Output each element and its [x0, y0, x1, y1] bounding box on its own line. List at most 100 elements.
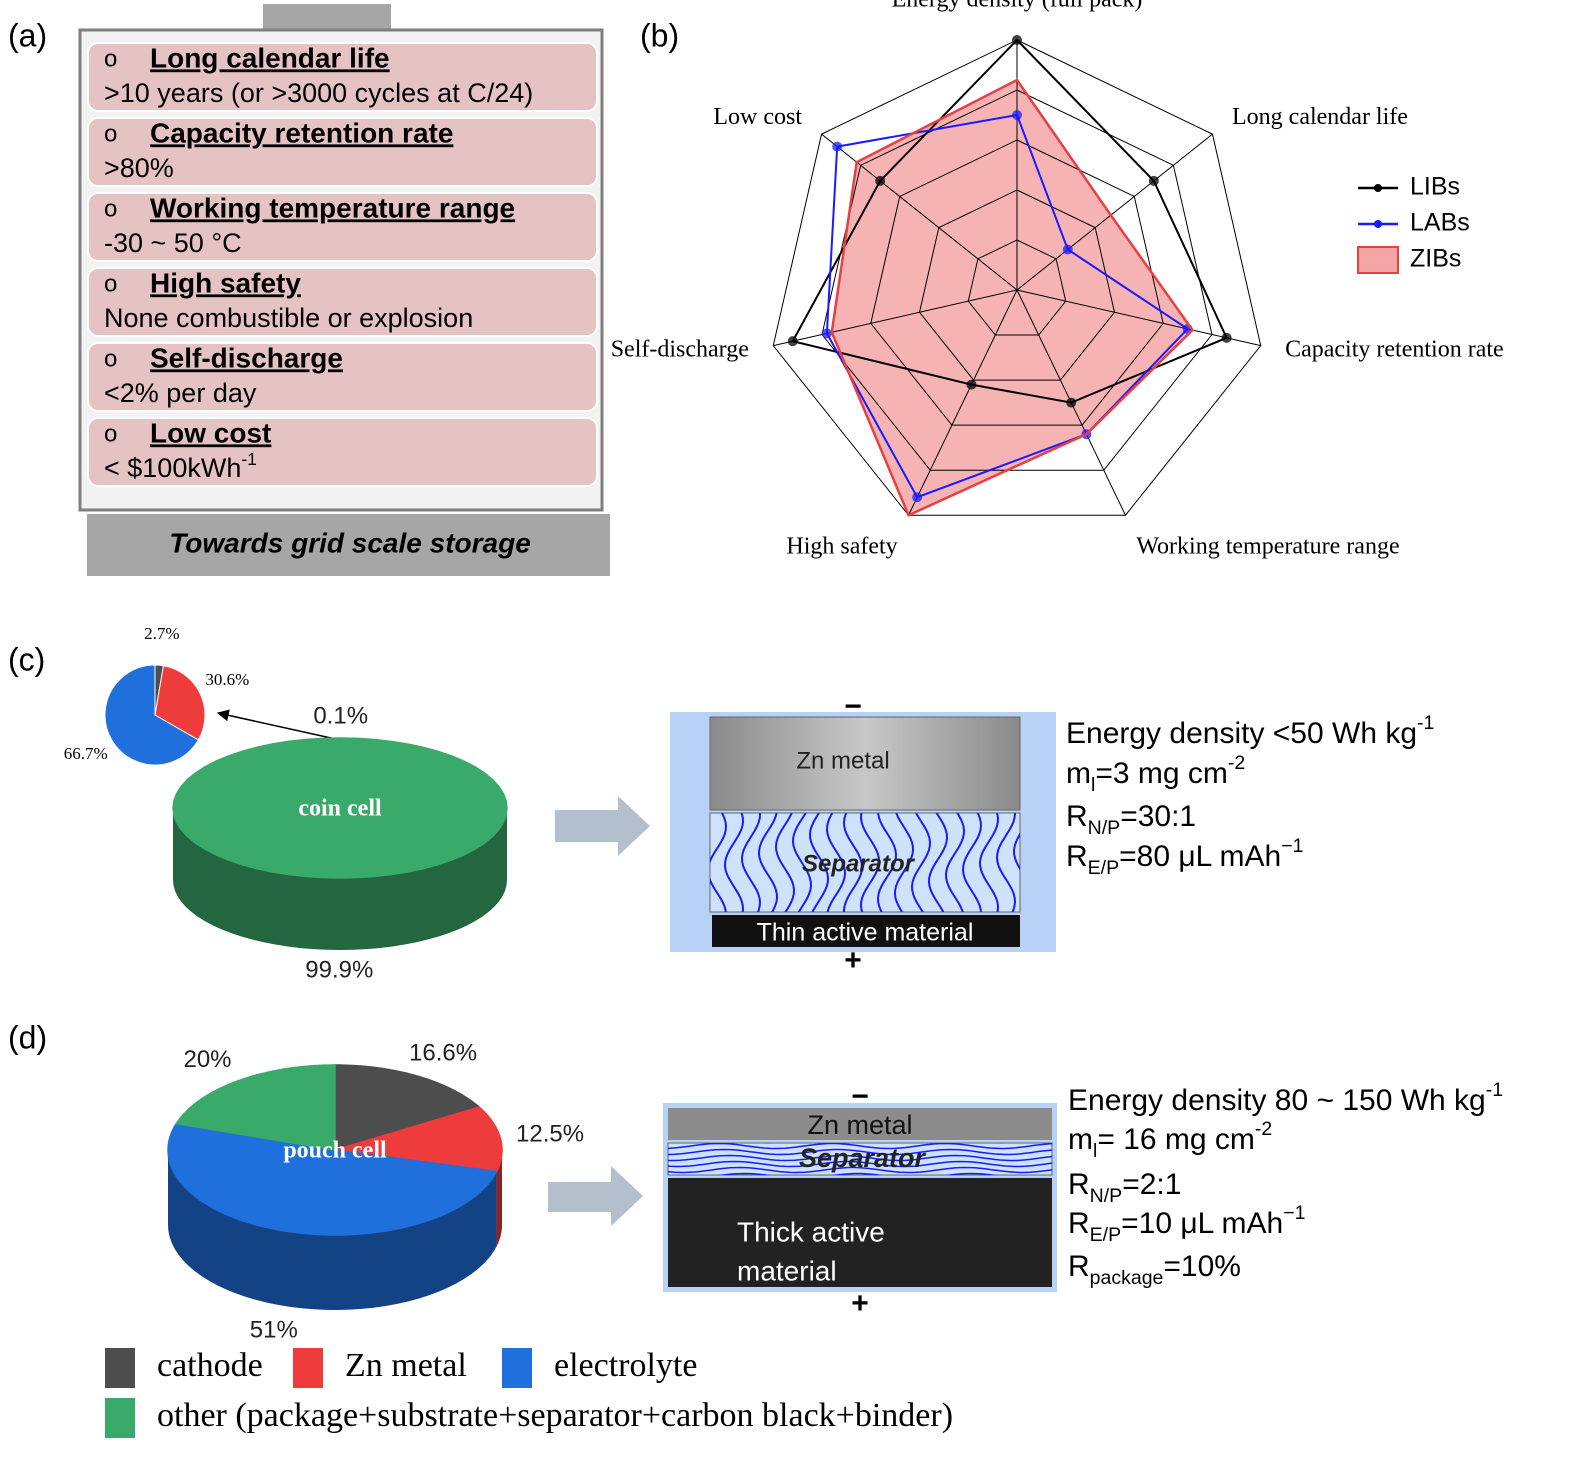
bullet: o	[104, 345, 117, 372]
wave	[859, 813, 881, 912]
marker	[966, 379, 977, 390]
supscript: -1	[241, 449, 257, 469]
slice	[154, 665, 206, 741]
wave	[842, 813, 864, 912]
panel-label: (d)	[8, 1019, 47, 1055]
requirement-heading: Long calendar life	[150, 42, 390, 73]
bullet: o	[104, 195, 117, 222]
legend-swatch	[105, 1348, 135, 1388]
supscript: -2	[1255, 1118, 1272, 1140]
footer-label: Towards grid scale storage	[169, 527, 531, 558]
separator-texture	[710, 813, 1020, 912]
legend-swatch	[105, 1398, 135, 1438]
cathode-layer	[712, 915, 1020, 947]
wave	[944, 813, 966, 912]
spec-line: ml=3 mg cm-2	[1066, 752, 1245, 796]
requirement-text: None combustible or explosion	[104, 303, 473, 333]
marker	[832, 141, 843, 152]
wave	[774, 813, 796, 912]
legend-marker	[1374, 184, 1382, 192]
supscript: −1	[1283, 1202, 1305, 1224]
cathode-label: Thin active material	[757, 919, 974, 947]
requirement-card	[87, 267, 598, 337]
legend-label: electrolyte	[554, 1347, 697, 1384]
marker	[1148, 175, 1159, 186]
value-label: 51%	[250, 1316, 298, 1343]
series-line	[830, 78, 1195, 517]
wave	[668, 1166, 1052, 1174]
marker	[1062, 244, 1073, 255]
slice	[174, 1064, 336, 1151]
text-run: =2:1	[1122, 1168, 1181, 1201]
value-label: 99.9%	[305, 956, 373, 983]
separator-label: Separator	[799, 1143, 927, 1173]
value-label: 66.7%	[64, 744, 108, 763]
value-label: 2.7%	[144, 624, 179, 643]
subscript: E/P	[1088, 857, 1119, 879]
wave	[791, 813, 813, 912]
subscript: l	[1093, 1140, 1097, 1162]
wave	[668, 1154, 1052, 1162]
pointer-arrow	[216, 709, 341, 741]
panel-label: (c)	[8, 641, 45, 677]
wave	[876, 813, 898, 912]
marker	[821, 328, 832, 339]
terminal-positive: +	[844, 944, 862, 977]
legend-swatch	[502, 1348, 532, 1388]
axis-label: Self-discharge	[611, 337, 749, 363]
cathode-label: material	[737, 1255, 837, 1286]
text-run: = 16 mg cm	[1097, 1123, 1255, 1156]
legend-label: Zn metal	[345, 1347, 467, 1384]
bullet: o	[104, 45, 117, 72]
axis-label: Low cost	[713, 104, 802, 130]
text-run: m	[1066, 757, 1091, 790]
text-run: >80%	[104, 153, 174, 183]
grid-ring	[918, 189, 1116, 381]
subscript: l	[1091, 774, 1095, 796]
wave	[757, 813, 779, 912]
spoke	[773, 289, 1018, 347]
wave	[668, 1148, 1052, 1156]
grid-ring	[870, 139, 1164, 426]
grid-ring	[821, 89, 1213, 471]
axis-label: Capacity retention rate	[1285, 337, 1504, 363]
slice	[334, 1064, 481, 1152]
requirement-card	[87, 117, 598, 187]
terminal-negative: −	[844, 690, 862, 723]
pie-label: pouch cell	[283, 1138, 387, 1164]
text-run: =10 μL mAh	[1121, 1207, 1283, 1240]
marker	[1221, 332, 1232, 343]
axis-label: High safety	[786, 533, 897, 559]
text-run: >10 years (or >3000 cycles at C/24)	[104, 78, 533, 108]
bullet: o	[104, 120, 117, 147]
zn-layer	[668, 1108, 1052, 1140]
series-line	[825, 113, 1190, 499]
area	[831, 80, 1193, 516]
requirement-heading: Capacity retention rate	[150, 117, 453, 148]
supscript: −1	[1281, 835, 1303, 857]
spec-line: RN/P=30:1	[1066, 800, 1196, 839]
requirement-card	[87, 342, 598, 412]
marker	[1012, 35, 1022, 45]
zn-layer	[709, 716, 1021, 811]
pie-label: coin cell	[298, 796, 382, 822]
wave	[723, 813, 745, 912]
bullet: o	[104, 420, 117, 447]
legend-label: LABs	[1410, 209, 1470, 237]
wave	[668, 1143, 1052, 1150]
value-label: 30.6%	[205, 670, 249, 689]
requirement-card	[87, 42, 598, 112]
marker	[1066, 397, 1077, 408]
legend-label: LIBs	[1410, 173, 1460, 201]
separator-texture	[668, 1143, 1052, 1175]
value-label: 12.5%	[516, 1120, 584, 1147]
marker	[787, 336, 798, 347]
wave	[718, 1172, 998, 1175]
requirement-text: >10 years (or >3000 cycles at C/24)	[104, 78, 533, 108]
arrow	[555, 796, 650, 856]
text-run: R	[1068, 1207, 1090, 1240]
subscript: N/P	[1090, 1185, 1123, 1207]
requirement-heading: Low cost	[150, 417, 271, 448]
wave	[668, 1160, 1052, 1168]
